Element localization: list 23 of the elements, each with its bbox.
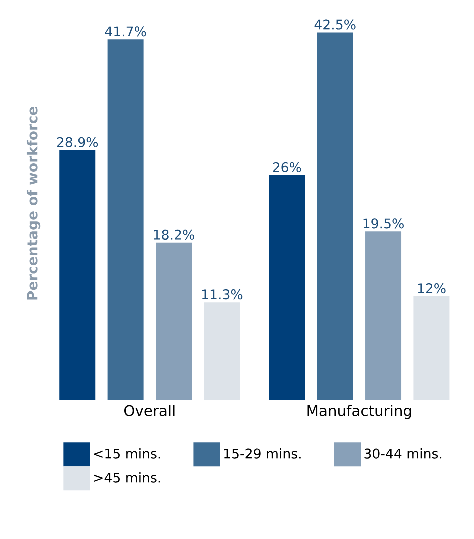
bar xyxy=(366,232,402,400)
data-label: 28.9% xyxy=(57,137,98,148)
legend-label: 15-29 mins. xyxy=(224,448,301,459)
legend-label: <15 mins. xyxy=(94,448,160,459)
data-label: 19.5% xyxy=(364,218,404,229)
bar xyxy=(414,296,450,400)
bar xyxy=(317,32,354,400)
data-label: 26% xyxy=(273,162,302,173)
data-label: 42.5% xyxy=(314,20,356,30)
bar xyxy=(156,242,192,400)
data-label: 11.3% xyxy=(202,290,243,300)
legend-label: >45 mins. xyxy=(94,472,160,483)
bar xyxy=(108,40,144,400)
x-tick-label: Overall xyxy=(124,405,175,416)
bar xyxy=(204,302,240,400)
data-label: 18.2% xyxy=(154,230,194,240)
data-label: 41.7% xyxy=(105,26,146,37)
bar xyxy=(269,175,306,400)
bar xyxy=(60,150,96,400)
data-label: 12% xyxy=(418,284,446,294)
x-tick-label: Manufacturing xyxy=(308,405,412,420)
legend-label: 30-44 mins. xyxy=(364,448,442,459)
y-axis-title: Percentage of workforce xyxy=(26,107,41,300)
